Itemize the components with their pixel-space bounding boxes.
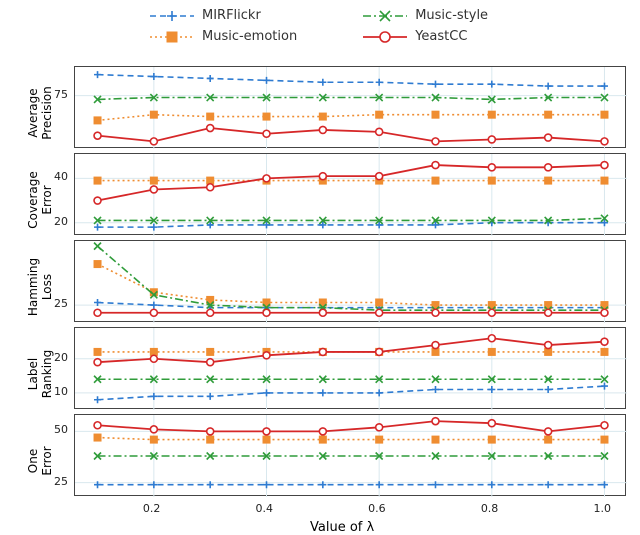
xtick-label: 0.8	[481, 502, 499, 515]
legend-column: MIRFlickr Music-emotion	[150, 8, 297, 44]
ytick-label: 20	[54, 351, 68, 364]
ytick-label: 40	[54, 170, 68, 183]
ytick-label: 50	[54, 423, 68, 436]
ytick-label: 25	[54, 297, 68, 310]
ylabel-one_error: OneError	[26, 431, 54, 491]
ytick-label: 75	[54, 88, 68, 101]
legend-swatch-music_style	[363, 9, 407, 23]
ytick-label: 10	[54, 385, 68, 398]
ylabel-coverage_error: CoverageError	[26, 170, 54, 230]
ylabel-hamming_loss: HammingLoss	[26, 257, 54, 317]
figure: MIRFlickr Music-emotion Music-style Yeas…	[0, 0, 640, 531]
panel-label_ranking	[74, 327, 626, 409]
legend-swatch-mirflickr	[150, 9, 194, 23]
ytick-label: 25	[54, 475, 68, 488]
legend-label-mirflickr: MIRFlickr	[202, 8, 261, 23]
legend-item-music_emotion: Music-emotion	[150, 29, 297, 44]
panel-hamming_loss	[74, 240, 626, 322]
ytick-label: 20	[54, 215, 68, 228]
legend-label-music_style: Music-style	[415, 8, 488, 23]
panel-coverage_error	[74, 153, 626, 235]
legend-column: Music-style YeastCC	[363, 8, 488, 44]
xtick-label: 0.4	[256, 502, 274, 515]
panel-one_error	[74, 414, 626, 496]
legend-swatch-music_emotion	[150, 30, 194, 44]
legend-swatch-yeastcc	[363, 30, 407, 44]
xlabel: Value of λ	[310, 520, 374, 535]
xtick-label: 0.2	[143, 502, 161, 515]
legend-label-music_emotion: Music-emotion	[202, 29, 297, 44]
legend-item-mirflickr: MIRFlickr	[150, 8, 297, 23]
panel-avg_precision	[74, 66, 626, 148]
xtick-label: 0.6	[368, 502, 386, 515]
ylabel-label_ranking: LabelRanking	[26, 344, 54, 404]
ylabel-avg_precision: AveragePrecision	[26, 83, 54, 143]
legend-item-music_style: Music-style	[363, 8, 488, 23]
legend-item-yeastcc: YeastCC	[363, 29, 488, 44]
legend: MIRFlickr Music-emotion Music-style Yeas…	[150, 8, 488, 44]
xtick-label: 1.0	[593, 502, 611, 515]
legend-label-yeastcc: YeastCC	[415, 29, 467, 44]
